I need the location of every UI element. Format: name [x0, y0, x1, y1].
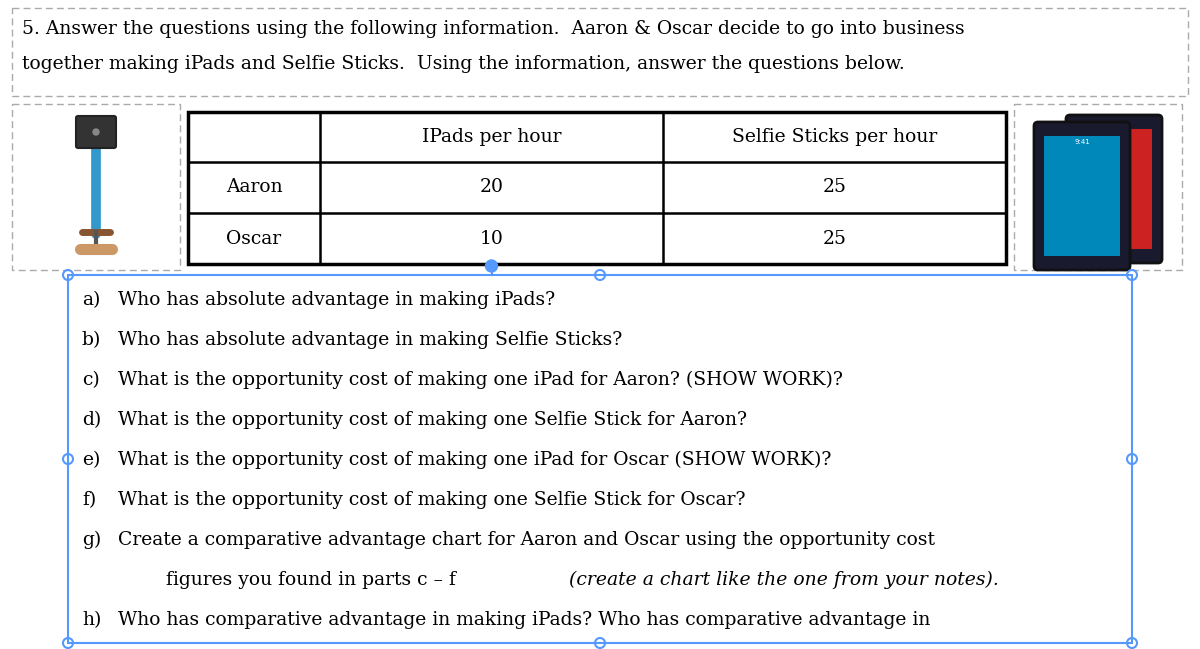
Text: e): e) — [82, 451, 101, 469]
FancyBboxPatch shape — [1066, 115, 1162, 263]
FancyBboxPatch shape — [76, 116, 116, 148]
Text: What is the opportunity cost of making one Selfie Stick for Oscar?: What is the opportunity cost of making o… — [118, 491, 745, 509]
Text: together making iPads and Selfie Sticks.  Using the information, answer the ques: together making iPads and Selfie Sticks.… — [22, 55, 905, 73]
Circle shape — [94, 129, 98, 135]
Text: What is the opportunity cost of making one iPad for Aaron? (SHOW WORK)?: What is the opportunity cost of making o… — [118, 371, 842, 389]
Text: 20: 20 — [480, 178, 504, 197]
Bar — [1076, 129, 1152, 249]
Text: Who has absolute advantage in making iPads?: Who has absolute advantage in making iPa… — [118, 291, 556, 309]
Text: Create a comparative advantage chart for Aaron and Oscar using the opportunity c: Create a comparative advantage chart for… — [118, 531, 935, 549]
Text: Who has absolute advantage in making Selfie Sticks?: Who has absolute advantage in making Sel… — [118, 331, 623, 349]
Bar — [188, 112, 1006, 264]
Text: figures you found in parts c – f: figures you found in parts c – f — [118, 571, 468, 589]
Text: Oscar: Oscar — [227, 230, 282, 247]
Text: Who has comparative advantage in making iPads? Who has comparative advantage in: Who has comparative advantage in making … — [118, 611, 930, 629]
Text: 10: 10 — [480, 230, 504, 247]
FancyBboxPatch shape — [12, 8, 1188, 96]
Text: 9:41: 9:41 — [1074, 139, 1090, 145]
Text: What is the opportunity cost of making one iPad for Oscar (SHOW WORK)?: What is the opportunity cost of making o… — [118, 451, 832, 469]
Text: c): c) — [82, 371, 100, 389]
Text: (create a chart like the one from your notes).: (create a chart like the one from your n… — [570, 571, 1000, 589]
Text: h): h) — [82, 611, 101, 629]
Text: 25: 25 — [822, 178, 846, 197]
FancyBboxPatch shape — [12, 104, 180, 270]
Text: 5. Answer the questions using the following information.  Aaron & Oscar decide t: 5. Answer the questions using the follow… — [22, 20, 965, 38]
Text: Aaron: Aaron — [226, 178, 282, 197]
Text: d): d) — [82, 411, 101, 429]
Bar — [1044, 136, 1120, 256]
Text: b): b) — [82, 331, 101, 349]
FancyBboxPatch shape — [1034, 122, 1130, 270]
FancyBboxPatch shape — [68, 275, 1132, 643]
FancyBboxPatch shape — [1014, 104, 1182, 270]
Circle shape — [486, 260, 498, 272]
Text: IPads per hour: IPads per hour — [421, 128, 562, 146]
Text: 25: 25 — [822, 230, 846, 247]
Text: What is the opportunity cost of making one Selfie Stick for Aaron?: What is the opportunity cost of making o… — [118, 411, 746, 429]
Text: a): a) — [82, 291, 101, 309]
Text: f): f) — [82, 491, 96, 509]
Text: Selfie Sticks per hour: Selfie Sticks per hour — [732, 128, 937, 146]
Text: g): g) — [82, 531, 101, 549]
